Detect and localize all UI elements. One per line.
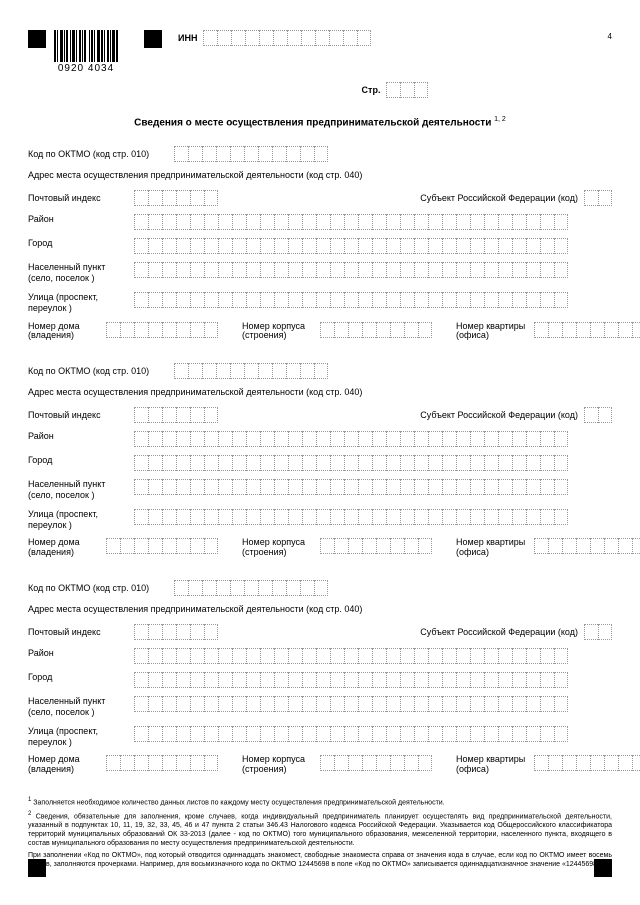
flat-label: Номер квартиры (офиса) <box>456 538 528 558</box>
street-cells[interactable] <box>134 292 568 308</box>
footnote-1: Заполняется необходимое количество данны… <box>33 800 444 807</box>
settlement-cells[interactable] <box>134 479 568 495</box>
city-cells[interactable] <box>134 238 568 254</box>
top-left-marker <box>28 30 46 48</box>
city-cells[interactable] <box>134 455 568 471</box>
oktmo-label: Код по ОКТМО (код стр. 010) <box>28 366 168 376</box>
title-text: Сведения о месте осуществления предприни… <box>134 117 491 128</box>
house-label: Номер дома (владения) <box>28 755 100 775</box>
inn-label: ИНН <box>178 33 197 43</box>
district-label: Район <box>28 214 128 225</box>
postal-label: Почтовый индекс <box>28 410 128 420</box>
barcode-bars <box>54 30 118 62</box>
footnote-2: Сведения, обязательные для заполнения, к… <box>28 813 612 847</box>
settlement-label: Населенный пункт (село, поселок ) <box>28 479 128 501</box>
flat-label: Номер квартиры (офиса) <box>456 322 528 342</box>
street-label: Улица (проспект, переулок ) <box>28 292 128 314</box>
district-cells[interactable] <box>134 431 568 447</box>
oktmo-cells[interactable] <box>174 146 328 162</box>
postal-label: Почтовый индекс <box>28 193 128 203</box>
address-heading: Адрес места осуществления предпринимател… <box>28 170 612 180</box>
street-label: Улица (проспект, переулок ) <box>28 509 128 531</box>
district-label: Район <box>28 431 128 442</box>
building-cells[interactable] <box>320 755 432 771</box>
settlement-cells[interactable] <box>134 262 568 278</box>
postal-label: Почтовый индекс <box>28 627 128 637</box>
street-label: Улица (проспект, переулок ) <box>28 726 128 748</box>
house-label: Номер дома (владения) <box>28 538 100 558</box>
str-label: Стр. <box>362 85 381 95</box>
house-label: Номер дома (владения) <box>28 322 100 342</box>
building-label: Номер корпуса (строения) <box>242 755 314 775</box>
settlement-label: Населенный пункт (село, поселок ) <box>28 696 128 718</box>
city-label: Город <box>28 455 128 466</box>
address-heading: Адрес места осуществления предпринимател… <box>28 387 612 397</box>
subject-label: Субъект Российской Федерации (код) <box>420 627 578 637</box>
postal-cells[interactable] <box>134 624 218 640</box>
subject-label: Субъект Российской Федерации (код) <box>420 193 578 203</box>
title-sup: 1, 2 <box>494 116 506 123</box>
oktmo-label: Код по ОКТМО (код стр. 010) <box>28 583 168 593</box>
flat-cells[interactable] <box>534 755 640 771</box>
flat-cells[interactable] <box>534 538 640 554</box>
oktmo-label: Код по ОКТМО (код стр. 010) <box>28 149 168 159</box>
subject-cells[interactable] <box>584 624 612 640</box>
house-cells[interactable] <box>106 755 218 771</box>
page-number: 4 <box>608 32 612 41</box>
house-cells[interactable] <box>106 538 218 554</box>
str-cells[interactable] <box>386 82 428 98</box>
flat-cells[interactable] <box>534 322 640 338</box>
house-cells[interactable] <box>106 322 218 338</box>
page-title: Сведения о месте осуществления предприни… <box>28 116 612 128</box>
inn-cells[interactable] <box>203 30 371 46</box>
city-label: Город <box>28 672 128 683</box>
building-label: Номер корпуса (строения) <box>242 538 314 558</box>
barcode: 0920 4034 <box>54 30 118 74</box>
subject-label: Субъект Российской Федерации (код) <box>420 410 578 420</box>
postal-cells[interactable] <box>134 190 218 206</box>
settlement-cells[interactable] <box>134 696 568 712</box>
postal-cells[interactable] <box>134 407 218 423</box>
district-cells[interactable] <box>134 648 568 664</box>
street-cells[interactable] <box>134 509 568 525</box>
oktmo-cells[interactable] <box>174 580 328 596</box>
building-label: Номер корпуса (строения) <box>242 322 314 342</box>
oktmo-cells[interactable] <box>174 363 328 379</box>
subject-cells[interactable] <box>584 407 612 423</box>
bottom-left-marker <box>28 859 46 877</box>
building-cells[interactable] <box>320 322 432 338</box>
settlement-label: Населенный пункт (село, поселок ) <box>28 262 128 284</box>
building-cells[interactable] <box>320 538 432 554</box>
bottom-right-marker <box>594 859 612 877</box>
street-cells[interactable] <box>134 726 568 742</box>
flat-label: Номер квартиры (офиса) <box>456 755 528 775</box>
district-cells[interactable] <box>134 214 568 230</box>
city-label: Город <box>28 238 128 249</box>
address-heading: Адрес места осуществления предпринимател… <box>28 604 612 614</box>
district-label: Район <box>28 648 128 659</box>
subject-cells[interactable] <box>584 190 612 206</box>
city-cells[interactable] <box>134 672 568 688</box>
barcode-number: 0920 4034 <box>58 63 114 74</box>
top-marker-2 <box>144 30 162 48</box>
